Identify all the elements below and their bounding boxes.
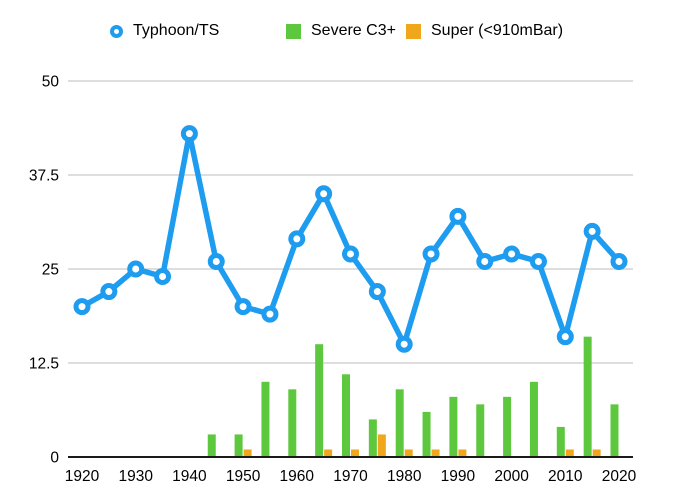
super-bar-1970 [351, 449, 359, 457]
severe-bar-2000 [503, 396, 512, 457]
legend-label-severe: Severe C3+ [311, 22, 396, 39]
x-tick-label-2010: 2010 [548, 468, 583, 485]
typhoon-marker-1990 [449, 207, 467, 225]
legend-item-typhoon: Typhoon/TS [110, 21, 219, 41]
severe-bar-1955 [261, 381, 270, 457]
severe-bar-1975 [368, 419, 377, 457]
severe-bar-1965 [315, 344, 324, 457]
x-tick-label-1940: 1940 [172, 468, 207, 485]
super-bar-1990 [458, 449, 467, 457]
typhoon-marker-1965 [315, 185, 333, 203]
super-bar-2010 [565, 449, 574, 457]
severe-bar-2010 [556, 426, 565, 457]
y-tick-label: 37.5 [29, 168, 59, 185]
y-tick-label: 25 [42, 262, 59, 279]
severe-bar-1985 [422, 411, 431, 457]
legend-item-super: Super (<910mBar) [406, 21, 563, 41]
severe-bar-1980 [395, 389, 404, 457]
typhoon-marker-2015 [583, 222, 601, 240]
typhoon-marker-2010 [556, 328, 574, 346]
typhoon-marker-1935 [154, 268, 172, 286]
typhoon-marker-2020 [610, 252, 628, 270]
x-tick-label-1990: 1990 [441, 468, 476, 485]
x-tick-label-1970: 1970 [333, 468, 368, 485]
severe-bar-2005 [529, 381, 538, 457]
typhoon-marker-2005 [529, 252, 547, 270]
chart-legend: Typhoon/TS Severe C3+ Super (<910mBar) [0, 0, 681, 48]
open-circle-icon [110, 24, 123, 38]
typhoon-marker-2000 [503, 245, 521, 263]
super-bar-1975 [377, 434, 386, 457]
x-tick-label-1920: 1920 [65, 468, 100, 485]
typhoon-marker-1995 [476, 252, 494, 270]
x-tick-label-1980: 1980 [387, 468, 422, 485]
x-tick-label-1950: 1950 [226, 468, 261, 485]
typhoon-marker-1925 [100, 283, 118, 301]
super-bar-1985 [431, 449, 440, 457]
orange-square-icon [406, 23, 421, 39]
y-tick-label: 12.5 [29, 356, 59, 373]
y-tick-label: 0 [50, 450, 59, 467]
typhoon-marker-1920 [73, 298, 91, 316]
typhoon-marker-1945 [207, 252, 225, 270]
typhoon-marker-1970 [342, 245, 359, 263]
y-tick-label: 50 [42, 74, 60, 91]
severe-bar-1950 [234, 434, 243, 457]
severe-bar-2015 [583, 336, 592, 457]
green-square-icon [286, 23, 301, 39]
x-tick-label-1960: 1960 [280, 468, 315, 485]
typhoon-marker-1950 [234, 298, 252, 316]
legend-label-typhoon: Typhoon/TS [133, 22, 220, 39]
severe-bar-1970 [342, 374, 350, 457]
severe-bar-1990 [449, 396, 458, 457]
x-tick-label-1930: 1930 [118, 468, 153, 485]
typhoon-marker-1975 [368, 283, 386, 301]
x-tick-label-2000: 2000 [494, 468, 529, 485]
typhoon-marker-1960 [288, 230, 306, 248]
typhoon-marker-1985 [422, 245, 440, 263]
super-bar-1980 [404, 449, 413, 457]
legend-item-severe: Severe C3+ [286, 21, 396, 41]
typhoon-line [79, 130, 622, 347]
legend-label-super: Super (<910mBar) [431, 22, 564, 39]
typhoon-marker-1940 [180, 125, 198, 143]
typhoon-marker-1980 [395, 335, 413, 353]
super-bar-1950 [243, 449, 252, 457]
severe-bar-1945 [207, 434, 216, 457]
severe-bar-1995 [476, 404, 485, 457]
super-bar-1965 [324, 449, 333, 457]
severe-bar-1960 [288, 389, 297, 457]
super-bar-2015 [592, 449, 601, 457]
severe-bar-2020 [610, 404, 619, 457]
x-tick-label-2020: 2020 [602, 468, 637, 485]
typhoon-marker-1955 [261, 305, 279, 323]
typhoon-marker-1930 [127, 260, 145, 278]
